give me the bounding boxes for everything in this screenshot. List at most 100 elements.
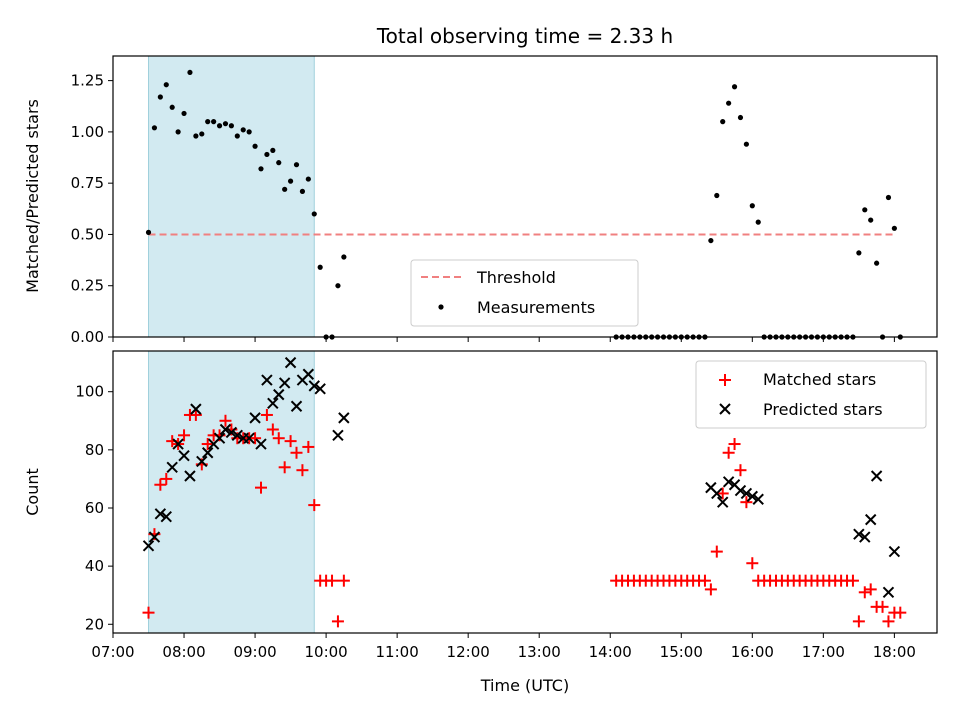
series-measurements xyxy=(145,69,903,340)
matched-point xyxy=(698,574,711,587)
matched-point xyxy=(302,440,315,453)
predicted-point xyxy=(231,429,244,442)
x-tick-label: 14:00 xyxy=(589,643,632,661)
y-tick-label: 0.00 xyxy=(71,328,104,346)
bottom-legend: Matched stars Predicted stars xyxy=(695,360,927,429)
predicted-point xyxy=(284,356,297,369)
matched-point xyxy=(734,464,747,477)
measurement-point xyxy=(708,237,714,244)
predicted-point xyxy=(278,377,291,389)
legend-threshold-label: Threshold xyxy=(476,268,556,287)
matched-point xyxy=(272,432,285,445)
measurement-point xyxy=(726,100,732,106)
measurement-point xyxy=(856,250,862,256)
predicted-point xyxy=(722,476,735,488)
measurement-point xyxy=(246,129,252,135)
matched-point xyxy=(266,423,279,436)
y-tick-label: 1.00 xyxy=(71,123,104,141)
matched-point xyxy=(876,600,889,613)
predicted-point xyxy=(752,493,764,505)
measurement-point xyxy=(282,186,288,192)
predicted-point xyxy=(859,531,871,543)
y-tick-label: 0.75 xyxy=(71,174,104,192)
measurement-point xyxy=(885,194,892,201)
predicted-point xyxy=(219,423,232,436)
measurement-point xyxy=(311,211,317,217)
measurement-point xyxy=(187,69,193,76)
x-tick-label: 08:00 xyxy=(162,643,205,661)
matched-point xyxy=(219,414,232,427)
legend-predicted-label: Predicted stars xyxy=(763,400,883,419)
matched-point xyxy=(894,606,907,619)
x-tick-label: 18:00 xyxy=(873,643,916,661)
measurement-point xyxy=(737,114,744,121)
predicted-point xyxy=(864,513,877,526)
measurement-point xyxy=(163,82,169,88)
predicted-point xyxy=(273,388,285,401)
matched-point xyxy=(260,408,273,421)
measurement-point xyxy=(891,225,897,231)
matched-point xyxy=(728,438,741,451)
observing-window-shade xyxy=(148,55,315,338)
x-tick-label: 09:00 xyxy=(233,643,276,661)
bottom-legend-frame xyxy=(695,360,927,429)
matched-point xyxy=(290,446,303,459)
measurement-point xyxy=(199,131,205,137)
matched-point xyxy=(326,574,339,587)
measurement-point xyxy=(287,178,294,184)
x-tick-label: 12:00 xyxy=(447,643,490,661)
series-matched-stars xyxy=(142,408,907,628)
predicted-point xyxy=(261,374,273,386)
predicted-point xyxy=(853,528,865,540)
predicted-point xyxy=(213,432,226,444)
measurement-point xyxy=(175,129,181,135)
bottom-panel: 20 40 60 80 100 07:00 08:00 09:00 10:00 11:00 12:0… xyxy=(75,350,938,661)
x-tick-label: 07:00 xyxy=(91,643,134,661)
measurement-point xyxy=(743,141,749,147)
measurement-point xyxy=(335,283,341,289)
predicted-point xyxy=(717,496,729,508)
matched-point xyxy=(154,478,167,491)
measurement-point xyxy=(270,147,276,153)
predicted-point xyxy=(255,438,267,450)
measurement-point xyxy=(169,104,175,110)
x-tick-label: 17:00 xyxy=(802,643,845,661)
observing-window-shade xyxy=(148,350,315,634)
x-tick-label: 16:00 xyxy=(731,643,774,661)
predicted-point xyxy=(243,432,255,444)
predicted-point xyxy=(740,487,753,500)
predicted-point xyxy=(711,487,723,500)
matched-point xyxy=(160,472,173,485)
predicted-point xyxy=(308,380,320,392)
predicted-point xyxy=(172,438,184,450)
measurement-point xyxy=(293,162,300,168)
legend-matched-label: Matched stars xyxy=(763,370,876,389)
measurement-point xyxy=(299,188,306,194)
predicted-point xyxy=(338,412,350,424)
predicted-point xyxy=(225,426,238,439)
predicted-point xyxy=(166,461,178,473)
predicted-point xyxy=(196,455,208,468)
matched-point xyxy=(189,408,202,421)
legend-matched-marker xyxy=(719,374,731,386)
predicted-point xyxy=(154,508,167,520)
measurement-point xyxy=(151,125,158,131)
series-predicted-stars xyxy=(142,356,901,599)
chart-title: Total observing time = 2.33 h xyxy=(376,24,673,48)
legend-measurements-label: Measurements xyxy=(477,298,595,317)
matched-point xyxy=(337,574,350,587)
matched-point xyxy=(864,583,877,596)
y-tick-label: 0.25 xyxy=(71,277,104,295)
measurement-point xyxy=(264,151,270,158)
x-tick-label: 15:00 xyxy=(660,643,703,661)
bottom-y-axis-label: Count xyxy=(23,468,42,516)
matched-point xyxy=(278,461,291,474)
y-tick-label: 0.50 xyxy=(71,225,104,243)
matched-point xyxy=(331,615,344,628)
predicted-point xyxy=(178,449,190,462)
panel-frame xyxy=(112,55,938,338)
predicted-point xyxy=(888,545,901,558)
measurement-point xyxy=(193,133,199,139)
measurement-point xyxy=(145,229,152,235)
measurement-point xyxy=(205,119,211,125)
